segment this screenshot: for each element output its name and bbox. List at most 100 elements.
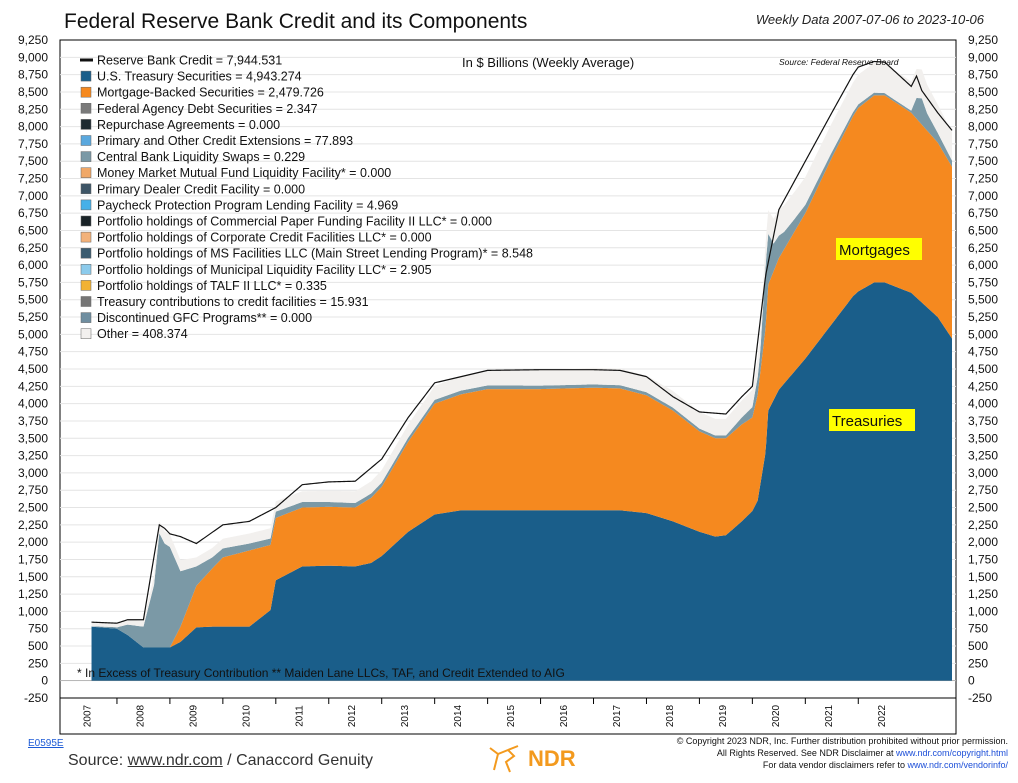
y-tick-left: 6,250 [18,241,48,255]
legend-item: U.S. Treasury Securities = 4,943.274 [80,70,302,84]
copyright-line-2: All Rights Reserved. See NDR Disclaimer … [677,747,1008,759]
y-tick-left: 6,750 [18,206,48,220]
y-tick-right: 1,000 [968,604,998,618]
x-tick-year: 2010 [241,704,252,727]
x-tick-year: 2017 [612,704,623,727]
legend-item: Treasury contributions to credit facilit… [80,295,369,309]
legend-swatch [80,183,92,195]
legend-item: Primary and Other Credit Extensions = 77… [80,134,353,148]
y-tick-right: 8,500 [968,85,998,99]
legend-item: Central Bank Liquidity Swaps = 0.229 [80,150,305,164]
y-tick-right: 2,250 [968,518,998,532]
copyright-block: © Copyright 2023 NDR, Inc. Further distr… [677,735,1008,771]
area-credit-facilities-other-programs [91,92,952,648]
y-tick-right: 3,250 [968,449,998,463]
y-tick-left: 7,000 [18,189,48,203]
treasuries-annotation: Treasuries [829,409,915,431]
legend-label: Money Market Mutual Fund Liquidity Facil… [97,166,391,180]
y-axis-right: -250 0 250 500 750 1,000 1,250 1,500 1,750 2,000 2… [968,33,998,705]
source-link[interactable]: www.ndr.com [127,752,223,769]
legend-swatch [80,312,92,323]
y-tick-right: 7,750 [968,137,998,151]
y-tick-right: 6,250 [968,241,998,255]
legend-item: Money Market Mutual Fund Liquidity Facil… [80,166,391,180]
data-period: Weekly Data 2007-07-06 to 2023-10-06 [755,12,984,27]
y-tick-right: 1,500 [968,570,998,584]
legend-label: Treasury contributions to credit facilit… [97,295,369,309]
x-tick-year: 2016 [559,704,570,727]
x-tick-year: 2021 [824,704,835,727]
source-suffix: / Canaccord Genuity [222,752,374,769]
y-tick-left: 750 [28,622,48,636]
y-tick-left: 500 [28,639,48,653]
legend-swatch [80,296,92,307]
legend-label: Central Bank Liquidity Swaps = 0.229 [97,150,305,164]
x-tick-year: 2007 [82,704,93,727]
legend-swatch [80,119,92,130]
legend-item: Reserve Bank Credit = 7,944.531 [80,54,282,68]
vendorinfo-link[interactable]: www.ndr.com/vendorinfo/ [907,760,1008,770]
chart-code-link[interactable]: E0595E [28,738,64,749]
y-tick-left: 7,500 [18,154,48,168]
y-tick-right: 8,250 [968,102,998,116]
area-mortgage-backed-securities [91,95,952,648]
footnote: * In Excess of Treasury Contribution ** … [77,666,565,680]
bull-icon: NDR [489,745,576,773]
legend-label: Primary Dealer Credit Facility = 0.000 [97,182,305,196]
y-tick-left: 4,000 [18,397,48,411]
y-tick-right: 8,750 [968,68,998,82]
y-tick-left: 5,250 [18,310,48,324]
y-tick-left: 6,500 [18,223,48,237]
y-tick-left: 3,750 [18,414,48,428]
legend-item: Federal Agency Debt Securities = 2.347 [80,102,318,116]
reserve-bank-credit-line [91,60,953,624]
y-tick-left: 3,500 [18,431,48,445]
y-tick-right: 4,500 [968,362,998,376]
x-tick-year: 2008 [135,704,146,727]
y-tick-left: 9,000 [18,50,48,64]
legend-label: Portfolio holdings of TALF II LLC* = 0.3… [97,279,327,293]
y-tick-right: 5,250 [968,310,998,324]
source-prefix: Source: [68,752,128,769]
legend-swatch [80,70,92,82]
legend-swatch [80,86,92,98]
y-tick-left: 5,500 [18,293,48,307]
y-tick-right: 4,250 [968,379,998,393]
legend-label: Portfolio holdings of Corporate Credit F… [97,231,432,245]
copyright-line-2-text: All Rights Reserved. See NDR Disclaimer … [716,748,896,758]
y-tick-left: 1,500 [18,570,48,584]
y-tick-left: 4,250 [18,379,48,393]
x-tick-year: 2015 [506,704,517,727]
legend: Reserve Bank Credit = 7,944.531 U.S. Trea… [80,54,533,341]
legend-label: Reserve Bank Credit = 7,944.531 [97,54,282,68]
x-axis-years: 2007 2008 2009 2010 2011 2012 2013 2014 2015 2016… [82,698,888,727]
y-tick-left: 5,750 [18,275,48,289]
area-u-s-treasury-securities [91,282,952,681]
x-tick-year: 2012 [347,704,358,727]
y-tick-right: 6,750 [968,206,998,220]
copyright-link[interactable]: www.ndr.com/copyright.html [895,748,1008,758]
x-tick-year: 2011 [294,705,305,727]
y-tick-right: 1,750 [968,552,998,566]
copyright-line-3: For data vendor disclaimers refer to www… [677,759,1008,771]
y-tick-left: 5,000 [18,327,48,341]
y-tick-right: 7,250 [968,172,998,186]
source-note: Source: Federal Reserve Board [779,57,899,67]
y-tick-right: 1,250 [968,587,998,601]
y-tick-left: 8,500 [18,85,48,99]
legend-label: Repurchase Agreements = 0.000 [97,118,280,132]
legend-item: Portfolio holdings of TALF II LLC* = 0.3… [80,279,327,293]
y-tick-left: 2,250 [18,518,48,532]
y-tick-right: 5,750 [968,275,998,289]
treasuries-highlight [829,409,915,431]
legend-swatch [80,135,92,146]
x-tick-year: 2020 [771,704,782,727]
treasuries-label: Treasuries [832,413,902,430]
stacked-areas [91,62,952,681]
legend-item: Portfolio holdings of MS Facilities LLC … [80,247,533,261]
y-tick-left: 8,000 [18,120,48,134]
legend-item: Mortgage-Backed Securities = 2,479.726 [80,86,324,100]
y-tick-left: 8,750 [18,68,48,82]
y-tick-left: 4,500 [18,362,48,376]
